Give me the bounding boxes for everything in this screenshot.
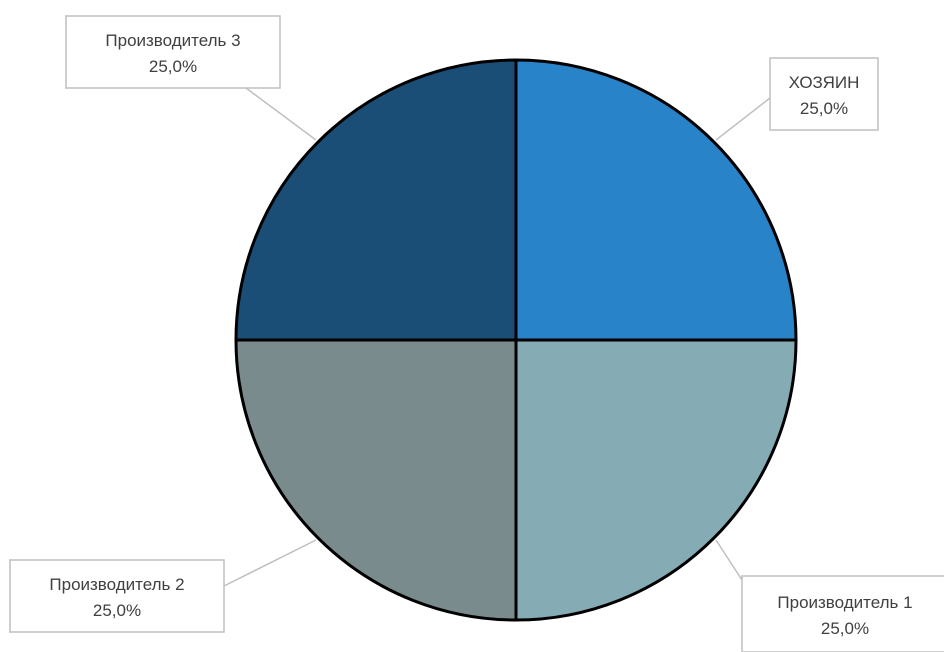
pie-slice-4 (234, 58, 518, 342)
data-label-2: Производитель 1 25,0% (715, 539, 944, 652)
leader-line (245, 87, 317, 141)
slice-label: Производитель 3 (105, 31, 240, 50)
slice-value-label: 25,0% (149, 57, 197, 76)
slice-label: Производитель 1 (777, 593, 912, 612)
leader-line (715, 97, 771, 141)
pie-slice-1 (514, 58, 798, 342)
label-box (65, 15, 281, 89)
leader-line (715, 539, 743, 581)
data-label-3: Производитель 2 25,0% (9, 539, 317, 633)
label-box (741, 575, 944, 652)
pie-slice-3 (234, 338, 518, 622)
slice-label: Производитель 2 (49, 575, 184, 594)
slice-value-label: 25,0% (800, 99, 848, 118)
pie-slices (234, 58, 798, 622)
pie-slice-2 (514, 338, 798, 622)
data-label-1: ХОЗЯИН 25,0% (715, 57, 879, 141)
slice-value-label: 25,0% (821, 619, 869, 638)
label-box (9, 559, 225, 633)
label-box (769, 57, 879, 131)
slice-label: ХОЗЯИН (789, 73, 860, 92)
leader-line (223, 539, 317, 587)
slice-value-label: 25,0% (93, 601, 141, 620)
data-label-4: Производитель 3 25,0% (65, 15, 317, 141)
